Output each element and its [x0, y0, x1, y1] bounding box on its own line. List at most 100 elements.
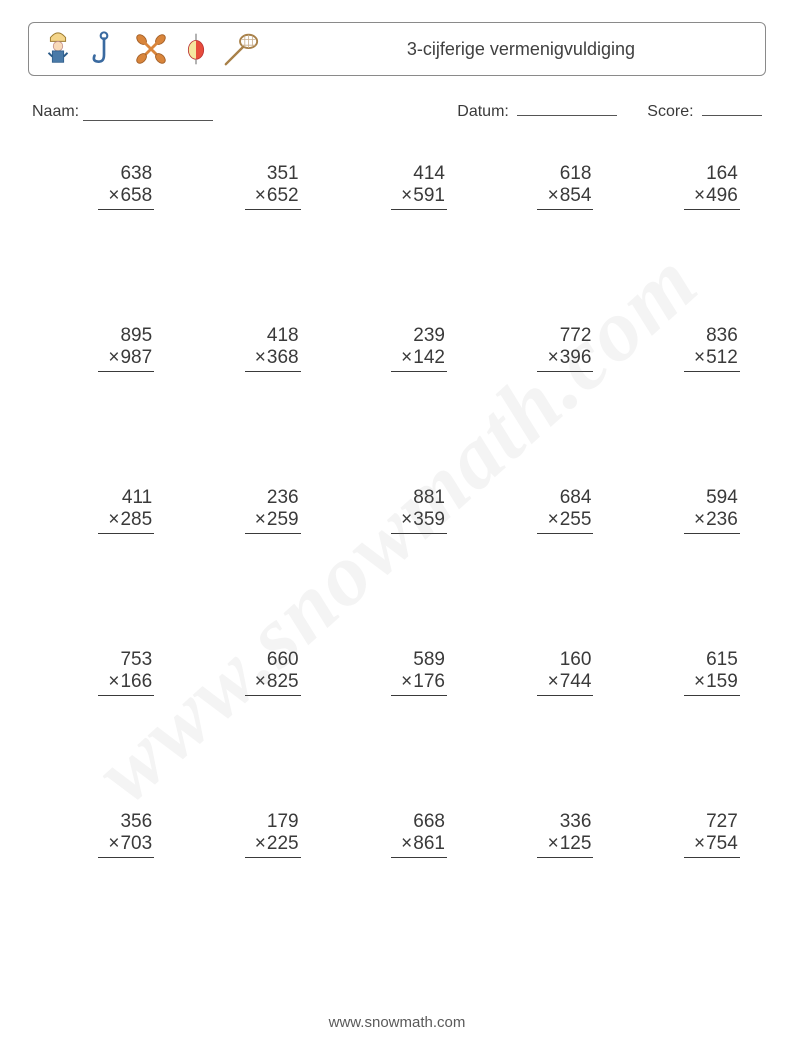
multiplicand: 160 — [560, 649, 594, 671]
multiplier-row: ×854 — [537, 185, 593, 210]
operator: × — [108, 347, 119, 368]
multiplier-row: ×396 — [537, 347, 593, 372]
problem: 356×703 — [54, 811, 154, 858]
problem: 239×142 — [347, 325, 447, 372]
multiplier-row: ×176 — [391, 671, 447, 696]
multiplicand: 618 — [560, 163, 594, 185]
operator: × — [255, 509, 266, 530]
multiplicand: 236 — [267, 487, 301, 509]
problem: 727×754 — [640, 811, 740, 858]
date-label: Datum: — [457, 103, 509, 120]
operator: × — [255, 671, 266, 692]
problem: 660×825 — [201, 649, 301, 696]
multiplier-row: ×259 — [245, 509, 301, 534]
multiplicand: 881 — [413, 487, 447, 509]
operator: × — [401, 185, 412, 206]
multiplier-row: ×159 — [684, 671, 740, 696]
problem: 336×125 — [493, 811, 593, 858]
multiplier-row: ×142 — [391, 347, 447, 372]
multiplier: 744 — [560, 671, 592, 692]
multiplier-row: ×512 — [684, 347, 740, 372]
operator: × — [401, 833, 412, 854]
multiplier-row: ×496 — [684, 185, 740, 210]
multiplicand: 351 — [267, 163, 301, 185]
multiplicand: 660 — [267, 649, 301, 671]
multiplicand: 668 — [413, 811, 447, 833]
multiplier-row: ×591 — [391, 185, 447, 210]
multiplicand: 356 — [120, 811, 154, 833]
multiplier-row: ×225 — [245, 833, 301, 858]
problem: 668×861 — [347, 811, 447, 858]
score-blank[interactable] — [702, 100, 762, 116]
header-icons — [39, 30, 261, 68]
multiplier: 142 — [413, 347, 445, 368]
problem: 589×176 — [347, 649, 447, 696]
multiplicand: 753 — [120, 649, 154, 671]
multiplier: 166 — [120, 671, 152, 692]
name-label: Naam: — [32, 103, 79, 121]
multiplier-row: ×754 — [684, 833, 740, 858]
name-blank[interactable] — [83, 105, 213, 121]
problem: 179×225 — [201, 811, 301, 858]
multiplicand: 895 — [120, 325, 154, 347]
operator: × — [694, 185, 705, 206]
problem: 615×159 — [640, 649, 740, 696]
problem: 164×496 — [640, 163, 740, 210]
multiplier: 854 — [560, 185, 592, 206]
problem: 418×368 — [201, 325, 301, 372]
problem: 236×259 — [201, 487, 301, 534]
date-blank[interactable] — [517, 100, 617, 116]
hook-icon — [85, 30, 123, 68]
multiplier-row: ×861 — [391, 833, 447, 858]
net-icon — [221, 30, 261, 68]
multiplier-row: ×658 — [98, 185, 154, 210]
multiplier: 368 — [267, 347, 299, 368]
multiplier: 512 — [706, 347, 738, 368]
problem: 684×255 — [493, 487, 593, 534]
operator: × — [108, 185, 119, 206]
info-row: Naam: Datum: Score: — [28, 100, 766, 121]
operator: × — [108, 833, 119, 854]
multiplier: 255 — [560, 509, 592, 530]
problem: 594×236 — [640, 487, 740, 534]
multiplier: 591 — [413, 185, 445, 206]
multiplier-row: ×744 — [537, 671, 593, 696]
multiplier: 259 — [267, 509, 299, 530]
operator: × — [548, 671, 559, 692]
multiplicand: 179 — [267, 811, 301, 833]
operator: × — [548, 347, 559, 368]
operator: × — [548, 833, 559, 854]
operator: × — [694, 347, 705, 368]
multiplier-row: ×255 — [537, 509, 593, 534]
operator: × — [401, 671, 412, 692]
problem: 881×359 — [347, 487, 447, 534]
problem: 895×987 — [54, 325, 154, 372]
multiplicand: 638 — [120, 163, 154, 185]
problem: 351×652 — [201, 163, 301, 210]
operator: × — [255, 347, 266, 368]
multiplicand: 836 — [706, 325, 740, 347]
multiplier-row: ×703 — [98, 833, 154, 858]
problem: 414×591 — [347, 163, 447, 210]
problem: 411×285 — [54, 487, 154, 534]
operator: × — [255, 833, 266, 854]
multiplicand: 772 — [560, 325, 594, 347]
multiplier: 359 — [413, 509, 445, 530]
multiplier: 176 — [413, 671, 445, 692]
multiplier-row: ×125 — [537, 833, 593, 858]
multiplier: 285 — [120, 509, 152, 530]
multiplier-row: ×166 — [98, 671, 154, 696]
multiplicand: 594 — [706, 487, 740, 509]
multiplicand: 239 — [413, 325, 447, 347]
operator: × — [255, 185, 266, 206]
multiplier-row: ×285 — [98, 509, 154, 534]
multiplier: 703 — [120, 833, 152, 854]
fisherman-icon — [39, 30, 77, 68]
bobber-icon — [179, 30, 213, 68]
paddles-icon — [131, 30, 171, 68]
multiplicand: 727 — [706, 811, 740, 833]
operator: × — [548, 509, 559, 530]
multiplicand: 414 — [413, 163, 447, 185]
multiplier: 754 — [706, 833, 738, 854]
multiplier: 658 — [120, 185, 152, 206]
